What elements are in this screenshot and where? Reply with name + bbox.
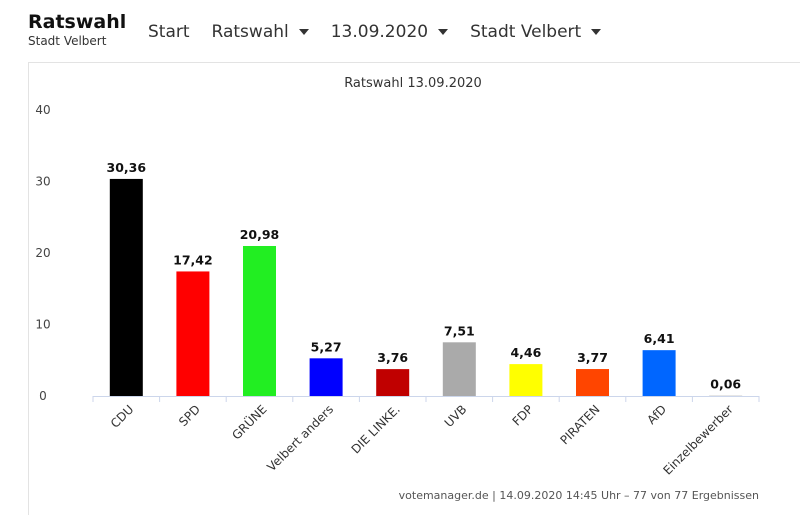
nav-election-label: Ratswahl (211, 22, 289, 42)
data-label: 4,46 (510, 345, 541, 360)
chevron-down-icon (298, 29, 309, 35)
chart-title: Ratswahl 13.09.2020 (344, 76, 482, 91)
nav-start-link[interactable]: Start (148, 22, 190, 42)
data-label: 20,98 (240, 227, 280, 242)
data-label: 6,41 (644, 331, 675, 346)
bar-spd[interactable] (176, 271, 210, 396)
y-axis: 0 10 20 30 40 (35, 103, 50, 403)
bar-einzelbewerber[interactable] (709, 395, 743, 397)
x-category-label: DIE LINKE. (349, 402, 403, 456)
x-category-label: GRÜNE (228, 401, 270, 443)
bar-piraten[interactable] (576, 369, 609, 396)
bar-uvb[interactable] (442, 342, 476, 396)
x-category-label: PIRATEN (558, 402, 603, 447)
x-category-label: Velbert anders (264, 402, 336, 474)
x-category-label: FDP (510, 402, 536, 428)
nav-start-label: Start (148, 22, 190, 42)
bar-velbert-anders[interactable] (309, 358, 343, 396)
data-label: 0,06 (710, 377, 741, 392)
bar-afd[interactable] (642, 350, 676, 396)
bar-chart: Ratswahl 13.09.2020 0 10 20 30 40 30,36 17,42… (35, 76, 760, 502)
navbar: Ratswahl Stadt Velbert Start Ratswahl 13… (0, 0, 800, 62)
bar-fdp[interactable] (509, 364, 543, 396)
chevron-down-icon (591, 29, 602, 35)
y-tick-label: 10 (35, 318, 50, 332)
nav-region-dropdown[interactable]: Stadt Velbert (470, 22, 602, 42)
bar-die-linke-[interactable] (376, 369, 410, 396)
nav-menu: Start Ratswahl 13.09.2020 Stadt Velbert (148, 22, 623, 42)
chevron-down-icon (438, 29, 449, 35)
y-tick-label: 30 (35, 175, 50, 189)
nav-date-dropdown[interactable]: 13.09.2020 (330, 22, 449, 42)
bar-grüne[interactable] (243, 245, 276, 396)
y-tick-label: 40 (35, 103, 50, 117)
y-tick-label: 20 (35, 246, 50, 260)
bar-cdu[interactable] (109, 178, 143, 396)
x-category-label: Einzelbewerber (660, 402, 735, 477)
x-category-label: SPD (176, 402, 203, 429)
data-label: 3,77 (577, 350, 608, 365)
x-category-label: AfD (644, 402, 669, 427)
chart-card: Ratswahl 13.09.2020 0 10 20 30 40 30,36 17,42… (28, 62, 800, 515)
bars: 30,36 17,42 20,98 5,27 3,76 7,51 4,46 3,77 6,41 0… (107, 160, 743, 396)
x-category-label: CDU (108, 402, 137, 431)
brand[interactable]: Ratswahl Stadt Velbert (28, 10, 126, 49)
data-label: 7,51 (444, 323, 475, 338)
nav-election-dropdown[interactable]: Ratswahl (212, 22, 309, 42)
data-label: 17,42 (173, 252, 213, 267)
chart-credits: votemanager.de | 14.09.2020 14:45 Uhr – … (399, 489, 759, 502)
data-label: 5,27 (311, 339, 342, 354)
brand-title: Ratswahl (28, 11, 127, 33)
brand-subtitle: Stadt Velbert (28, 34, 107, 48)
nav-region-label: Stadt Velbert (470, 22, 582, 42)
data-label: 30,36 (107, 160, 147, 175)
nav-date-label: 13.09.2020 (330, 22, 429, 42)
y-tick-label: 0 (39, 389, 47, 403)
data-label: 3,76 (377, 350, 408, 365)
x-category-label: UVB (442, 402, 470, 430)
